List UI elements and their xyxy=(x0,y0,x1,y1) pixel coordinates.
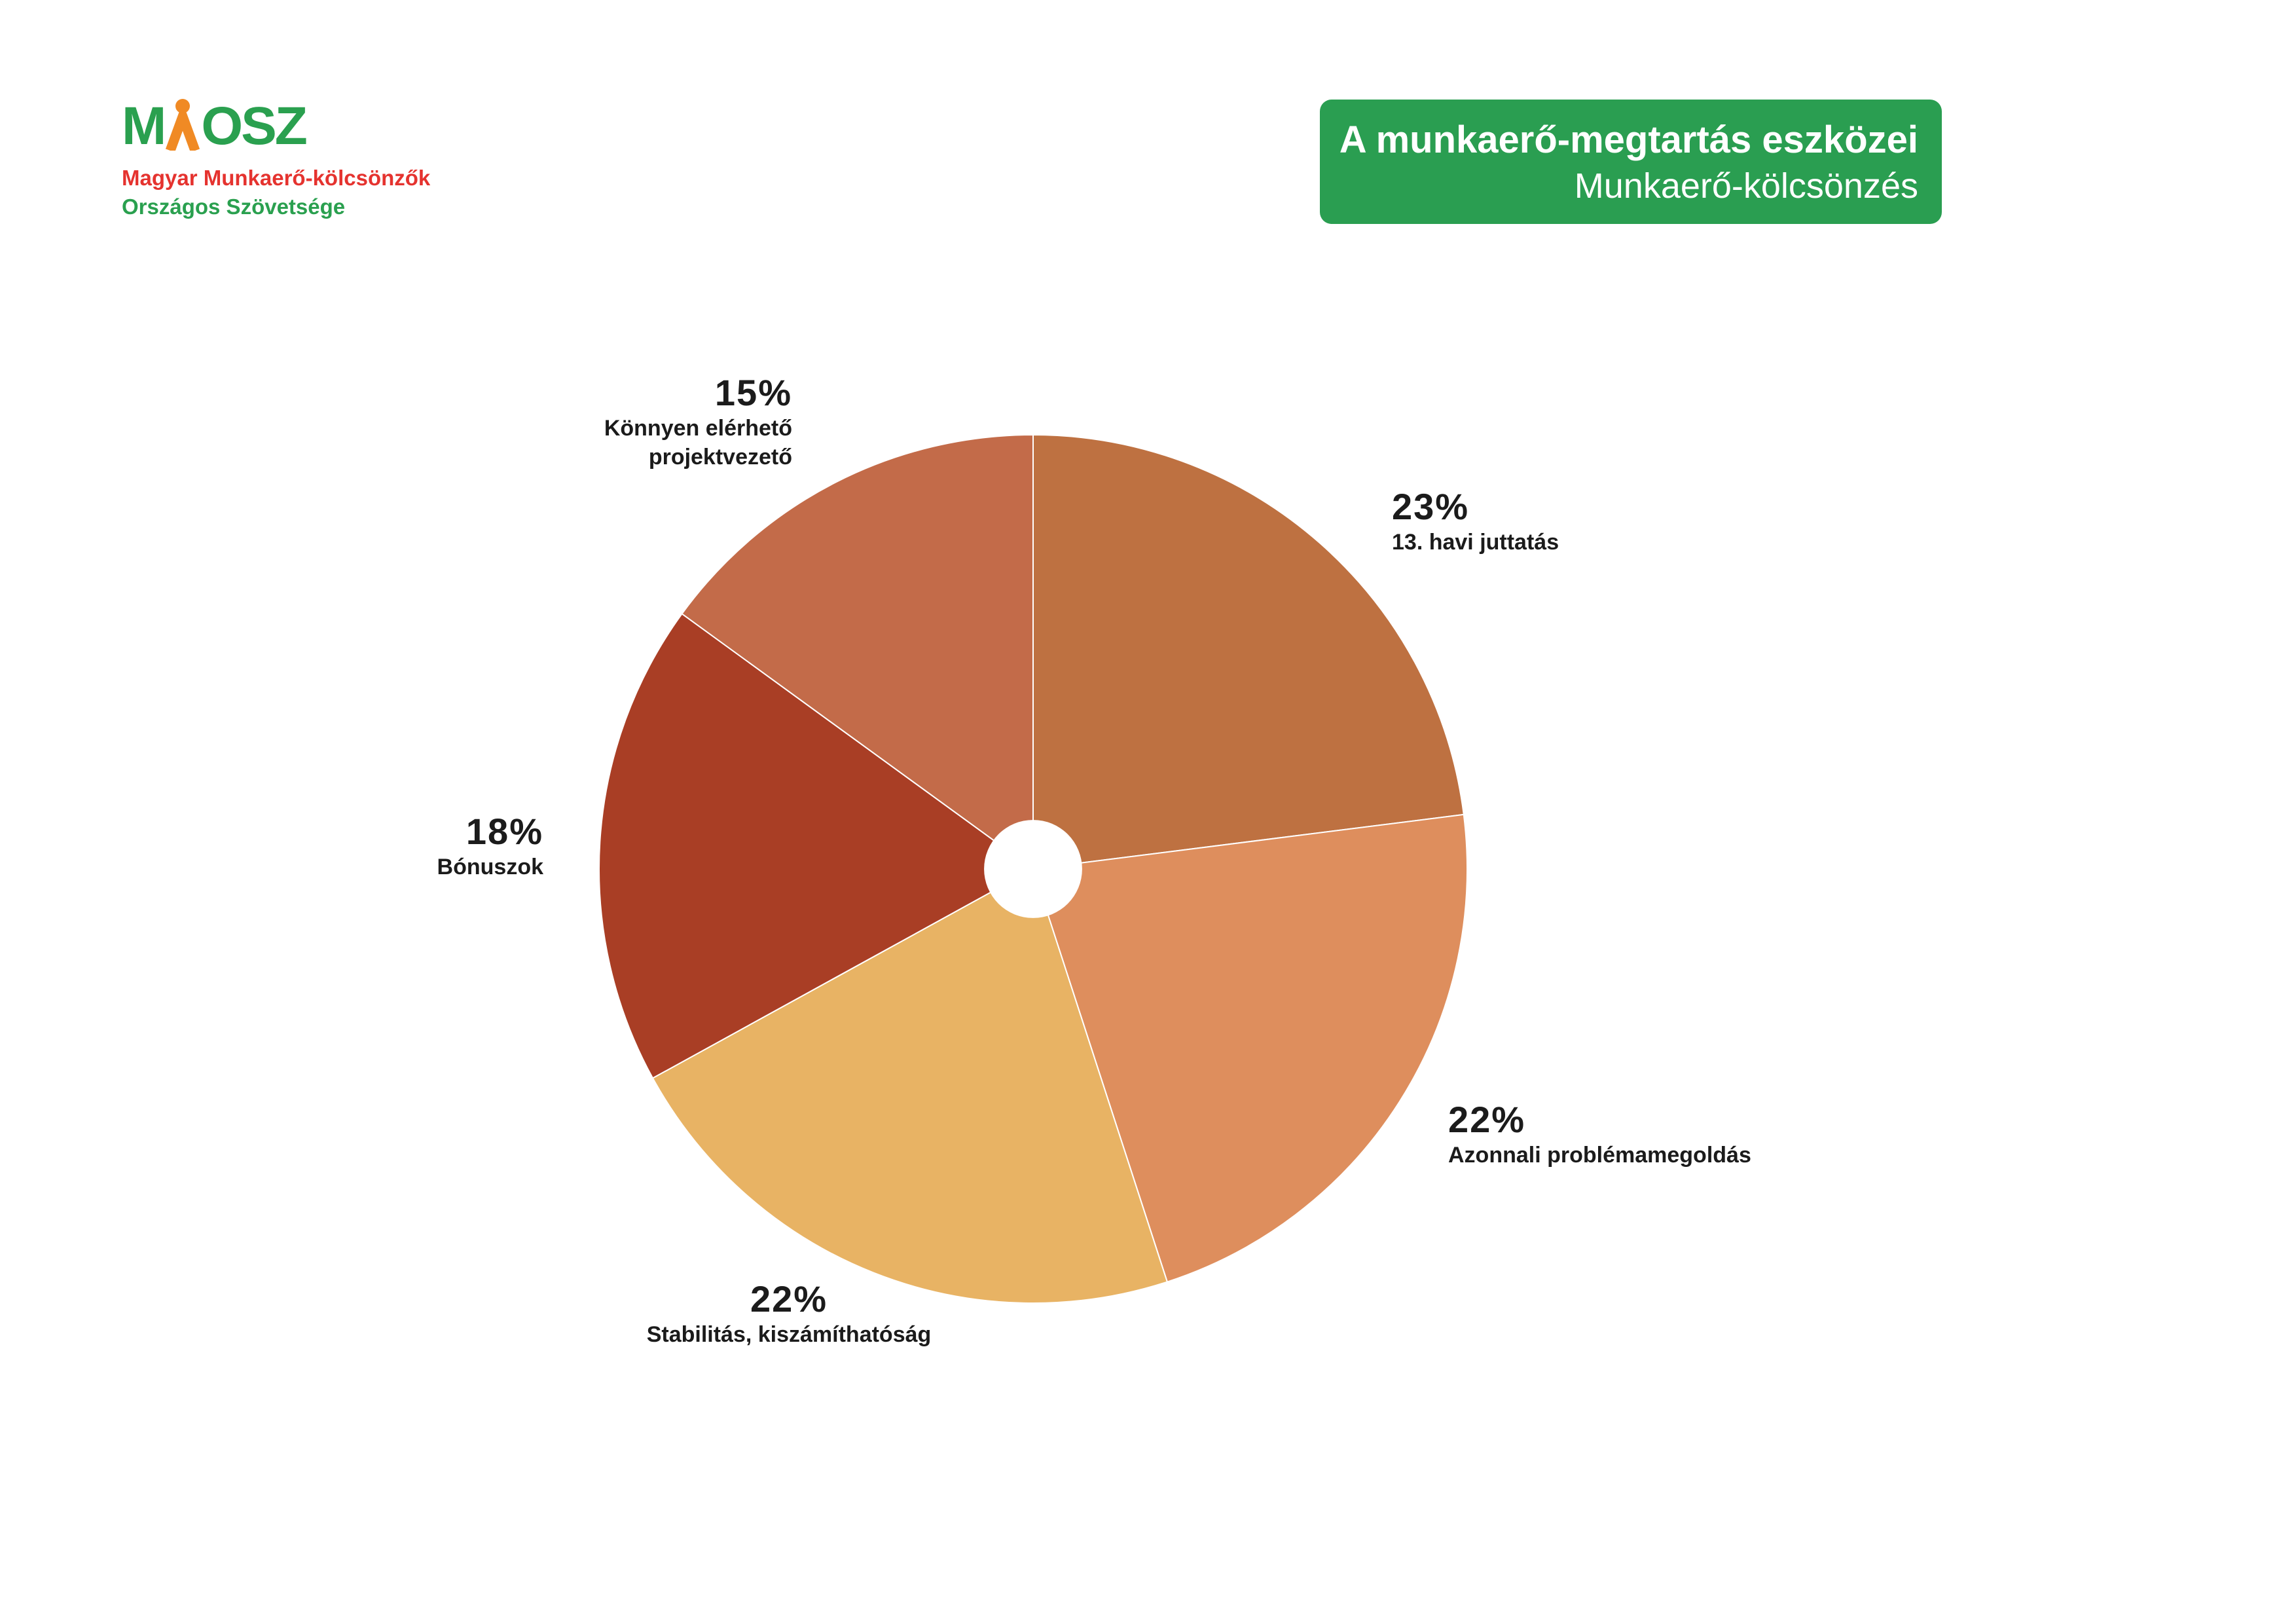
pie-slice xyxy=(598,612,1034,1079)
person-icon xyxy=(166,98,200,155)
slice-label-konnyen-elerheto-projektvezeto: 15% Könnyen elérhető projektvezető xyxy=(504,372,792,471)
slice-name: 13. havi juttatás xyxy=(1392,530,1559,555)
slice-percent: 15% xyxy=(714,372,792,413)
pie-chart-area xyxy=(598,434,1468,1304)
mmosz-logo: M OSZ Magyar Munkaerő-kölcsönzők Országo… xyxy=(122,98,430,221)
slice-label-stabilitas-kiszamithatosag: 22% Stabilitás, kiszámíthatóság xyxy=(592,1278,985,1349)
pie-center-hole xyxy=(984,820,1082,918)
logo-letter-m: M xyxy=(122,96,166,156)
slice-percent: 23% xyxy=(1392,486,1470,527)
logo-subtitle-green: Országos Szövetsége xyxy=(122,194,346,219)
pie-chart xyxy=(598,434,1468,1304)
pie-slice xyxy=(651,868,1169,1304)
slice-name: Azonnali problémamegoldás xyxy=(1448,1143,1751,1168)
slice-label-azonnali-problemamegoldas: 22% Azonnali problémamegoldás xyxy=(1448,1099,1854,1170)
slice-percent: 22% xyxy=(750,1278,828,1320)
slice-name: Bónuszok xyxy=(437,855,543,879)
slice-label-bonuszok: 18% Bónuszok xyxy=(216,811,543,881)
logo-subtitle-red: Magyar Munkaerő-kölcsönzők xyxy=(122,166,431,190)
slice-label-13-havi-juttatas: 23% 13. havi juttatás xyxy=(1392,486,1758,557)
pie-slice xyxy=(681,434,1034,870)
logo-wordmark: M OSZ xyxy=(122,98,430,155)
logo-letters-osz: OSZ xyxy=(201,96,308,156)
slice-percent: 18% xyxy=(465,811,543,852)
pie-slice xyxy=(1032,434,1465,870)
title-banner: A munkaerő-megtartás eszközei Munkaerő-k… xyxy=(1320,100,1942,224)
banner-title: A munkaerő-megtartás eszközei xyxy=(1339,119,1918,161)
slice-name: Stabilitás, kiszámíthatóság xyxy=(646,1322,932,1347)
pie-slice xyxy=(1032,813,1468,1283)
slice-name: Könnyen elérhető projektvezető xyxy=(604,416,792,470)
slice-percent: 22% xyxy=(1448,1099,1526,1140)
banner-subtitle: Munkaerő-kölcsönzés xyxy=(1574,166,1918,206)
